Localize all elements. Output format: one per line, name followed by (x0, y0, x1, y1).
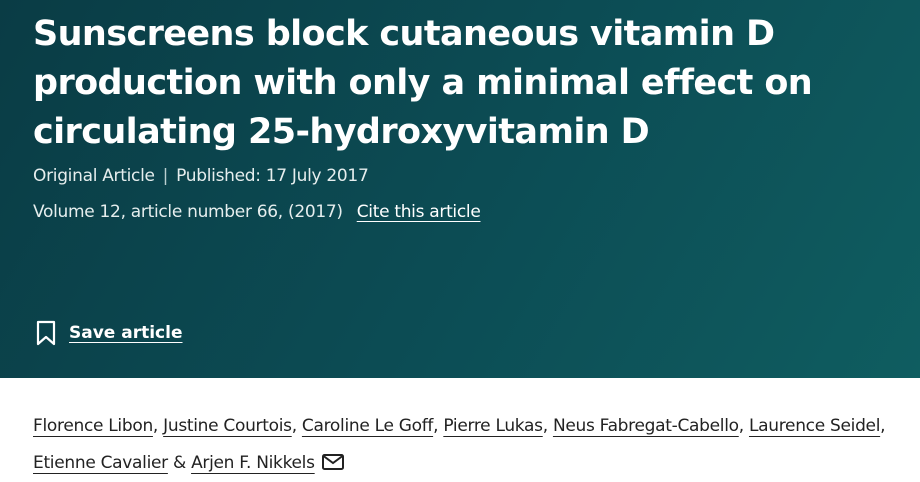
volume-info: Volume 12, article number 66, (2017) (33, 202, 343, 222)
email-icon[interactable] (321, 452, 345, 472)
author-link[interactable]: Pierre Lukas (443, 416, 543, 436)
author-separator: , (880, 416, 886, 436)
author-separator: , (152, 416, 159, 436)
author-link[interactable]: Florence Libon (33, 416, 153, 436)
author-separator: , (738, 416, 744, 436)
author-link[interactable]: Neus Fabregat-Cabello (552, 416, 739, 436)
published-date: Published: 17 July 2017 (176, 166, 369, 186)
bookmark-icon (36, 320, 56, 346)
author-link[interactable]: Arjen F. Nikkels (191, 453, 315, 473)
author-link[interactable]: Justine Courtois (163, 416, 292, 436)
author-link[interactable]: Laurence Seidel (748, 416, 881, 436)
author-link[interactable]: Caroline Le Goff (301, 416, 434, 436)
article-type: Original Article (33, 166, 155, 186)
author-separator: , (291, 416, 297, 436)
article-citation: Volume 12, article number 66, (2017) Cite… (33, 202, 481, 222)
article-title: Sunscreens block cutaneous vitamin D pro… (33, 14, 813, 152)
save-label: Save article (69, 323, 183, 343)
author-conjunction: & (172, 453, 186, 473)
author-link[interactable]: Etienne Cavalier (33, 453, 168, 473)
article-meta: Original Article | Published: 17 July 2017 (33, 166, 369, 186)
author-list: Florence Libon, Justine Courtois, Caroli… (33, 408, 913, 482)
author-separator: , (433, 416, 439, 436)
meta-divider: | (162, 166, 169, 186)
cite-link[interactable]: Cite this article (356, 202, 481, 222)
article-header: Sunscreens block cutaneous vitamin D pro… (0, 0, 920, 378)
author-separator: , (542, 416, 548, 436)
save-article[interactable]: Save article (36, 320, 183, 346)
